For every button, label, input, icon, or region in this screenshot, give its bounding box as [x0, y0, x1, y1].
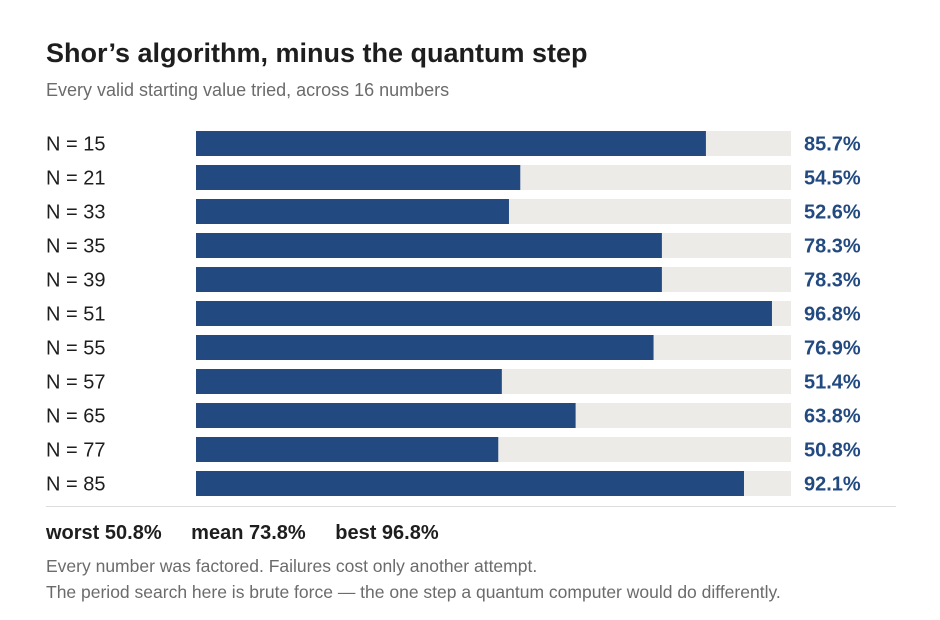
- chart-subtitle: Every valid starting value tried, across…: [46, 80, 450, 100]
- category-label: N = 57: [46, 372, 105, 394]
- value-label: 54.5%: [804, 168, 861, 190]
- category-label: N = 15: [46, 134, 105, 156]
- chart-title: Shor’s algorithm, minus the quantum step: [46, 38, 588, 68]
- stat-best: best 96.8%: [335, 522, 439, 544]
- category-label: N = 55: [46, 338, 105, 360]
- value-label: 85.7%: [804, 134, 861, 156]
- value-label: 78.3%: [804, 236, 861, 258]
- category-label: N = 35: [46, 236, 105, 258]
- bar: [196, 233, 662, 258]
- value-label: 51.4%: [804, 372, 861, 394]
- bar: [196, 471, 744, 496]
- value-label: 92.1%: [804, 474, 861, 496]
- value-label: 96.8%: [804, 304, 861, 326]
- bar: [196, 437, 499, 462]
- category-label: N = 21: [46, 168, 105, 190]
- summary-stats: worst 50.8% mean 73.8% best 96.8%: [46, 522, 463, 545]
- bar: [196, 369, 502, 394]
- value-label: 63.8%: [804, 406, 861, 428]
- footnote-2: The period search here is brute force — …: [46, 582, 781, 602]
- category-label: N = 33: [46, 202, 105, 224]
- value-label: 78.3%: [804, 270, 861, 292]
- bar: [196, 165, 521, 190]
- stat-worst: worst 50.8%: [46, 522, 162, 544]
- value-label: 50.8%: [804, 440, 861, 462]
- footnote-1: Every number was factored. Failures cost…: [46, 556, 538, 576]
- category-label: N = 65: [46, 406, 105, 428]
- category-label: N = 85: [46, 474, 105, 496]
- category-label: N = 77: [46, 440, 105, 462]
- bar: [196, 403, 576, 428]
- bar: [196, 335, 654, 360]
- bar: [196, 267, 662, 292]
- bar: [196, 199, 509, 224]
- value-label: 52.6%: [804, 202, 861, 224]
- bar: [196, 131, 706, 156]
- divider: [46, 506, 896, 507]
- value-label: 76.9%: [804, 338, 861, 360]
- category-label: N = 39: [46, 270, 105, 292]
- bar: [196, 301, 772, 326]
- category-label: N = 51: [46, 304, 105, 326]
- stat-mean: mean 73.8%: [191, 522, 306, 544]
